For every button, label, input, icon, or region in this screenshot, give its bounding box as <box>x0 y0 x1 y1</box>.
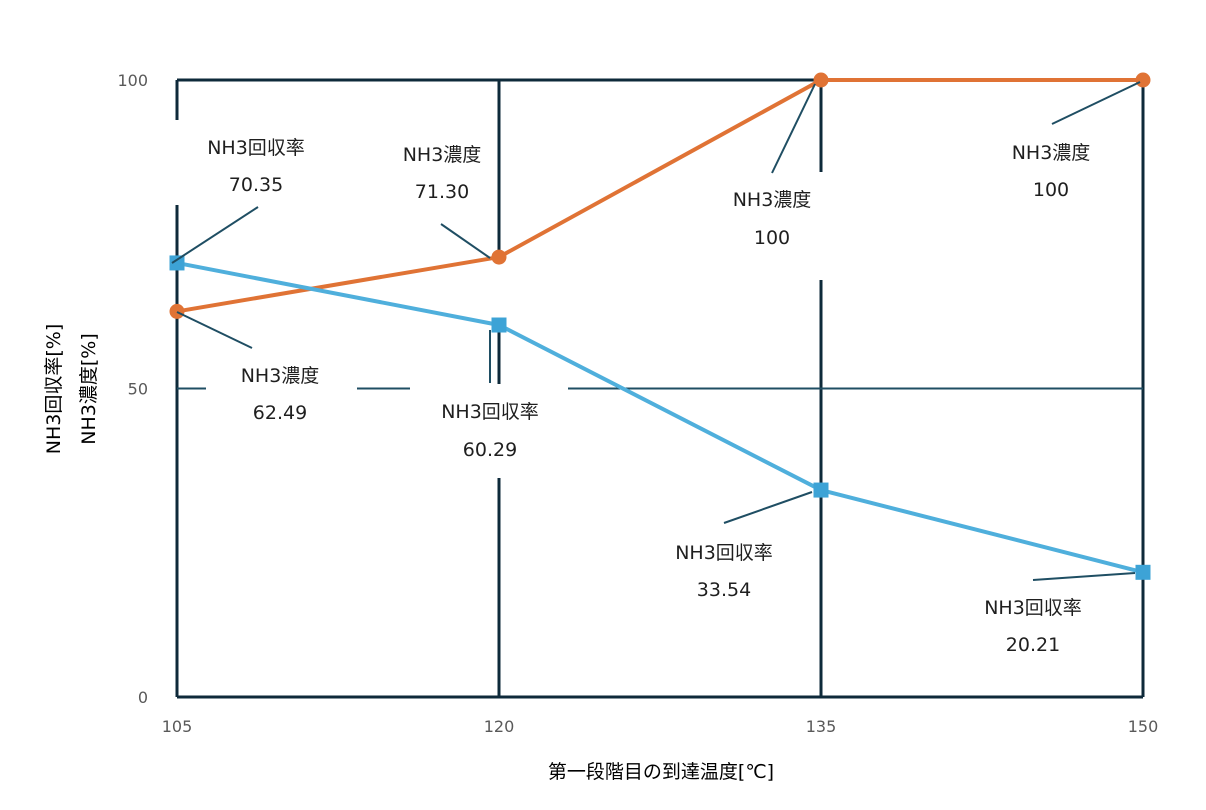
leader-layer <box>171 81 1141 581</box>
recovery-label-name: NH3回収率 <box>441 401 539 423</box>
series-layer <box>169 72 1151 580</box>
y-tick-label: 0 <box>138 688 148 707</box>
x-tick-label: 120 <box>484 717 515 736</box>
y-axis-title-concentration-group: NH3濃度[%] <box>78 333 100 444</box>
concentration-label-name: NH3濃度 <box>1012 142 1091 164</box>
recovery-label-value: 60.29 <box>463 439 517 461</box>
concentration-label-name: NH3濃度 <box>733 189 812 211</box>
concentration-label-leader <box>176 311 253 349</box>
recovery-label-name: NH3回収率 <box>207 137 305 159</box>
recovery-label-name: NH3回収率 <box>984 597 1082 619</box>
x-tick-label: 105 <box>162 717 193 736</box>
recovery-point <box>1135 564 1151 580</box>
recovery-label-name: NH3回収率 <box>675 542 773 564</box>
concentration-point <box>813 72 829 88</box>
recovery-label-leader <box>1032 572 1136 581</box>
recovery-label-value: 70.35 <box>229 174 283 196</box>
y-tick-label: 50 <box>128 380 148 399</box>
recovery-point <box>491 317 507 333</box>
concentration-point <box>491 249 507 265</box>
recovery-label-leader <box>723 491 813 524</box>
y-axis-title-concentration: NH3濃度[%] <box>78 333 100 444</box>
concentration-label-value: 100 <box>754 227 790 249</box>
concentration-label-leader <box>440 223 491 259</box>
x-tick-label: 150 <box>1128 717 1159 736</box>
label-layer: NH3濃度 62.49 NH3濃度 71.30 NH3濃度 100 NH3濃度 100 NH3回… <box>207 137 1090 656</box>
tick-layer: 105 120 135 150 0 50 100 <box>117 71 1158 736</box>
y-axis-title-recovery: NH3回収率[%] <box>43 324 65 454</box>
x-axis-title: 第一段階目の到達温度[℃] <box>548 761 774 783</box>
concentration-label-leader <box>771 83 816 174</box>
concentration-line <box>176 78 1143 314</box>
concentration-label-value: 100 <box>1033 179 1069 201</box>
recovery-point <box>169 255 185 271</box>
concentration-label-name: NH3濃度 <box>403 144 482 166</box>
y-tick-label: 100 <box>117 71 148 90</box>
recovery-label-leader <box>171 206 259 264</box>
concentration-label-name: NH3濃度 <box>241 365 320 387</box>
y-axis-title-recovery-group: NH3回収率[%] <box>43 324 65 454</box>
concentration-point <box>169 303 185 319</box>
concentration-label-leader <box>1051 81 1141 125</box>
concentration-label-value: 71.30 <box>415 181 469 203</box>
recovery-line <box>176 260 1144 575</box>
x-tick-label: 135 <box>806 717 837 736</box>
concentration-label-value: 62.49 <box>253 402 307 424</box>
recovery-point <box>813 482 829 498</box>
concentration-point <box>1135 72 1151 88</box>
recovery-label-value: 33.54 <box>697 579 751 601</box>
recovery-label-value: 20.21 <box>1006 634 1060 656</box>
